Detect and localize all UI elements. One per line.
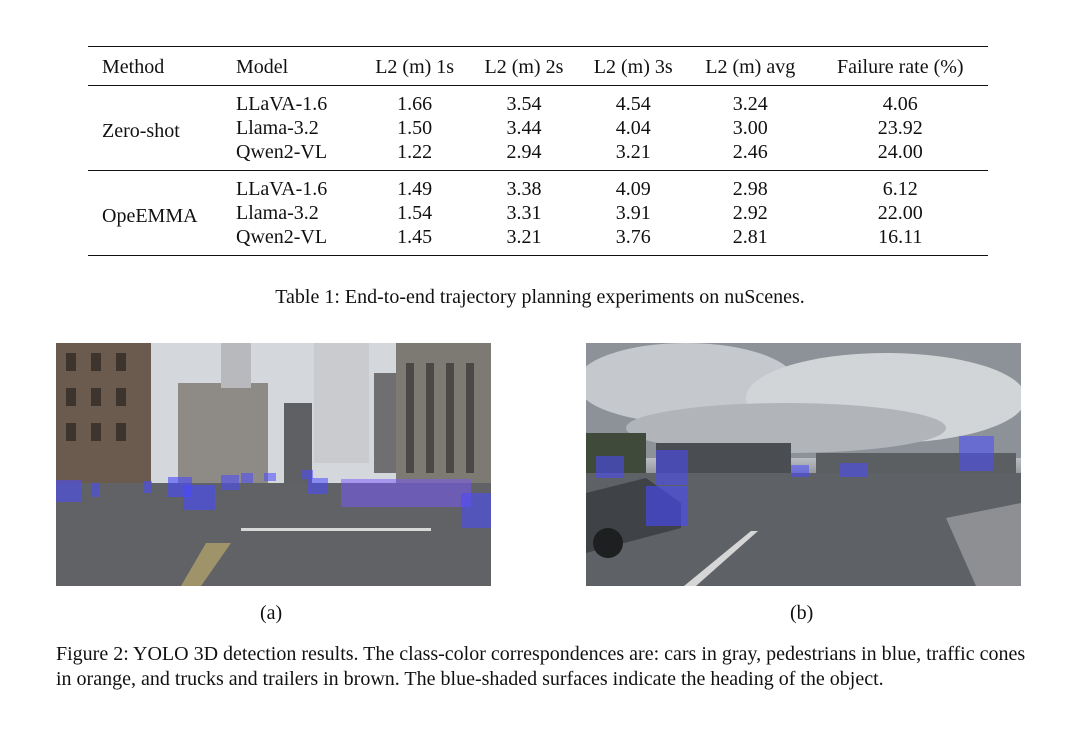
table-header-row: Method Model L2 (m) 1s L2 (m) 2s L2 (m) … <box>88 46 988 86</box>
results-table: Method Model L2 (m) 1s L2 (m) 2s L2 (m) … <box>88 46 988 256</box>
table-row: Llama-3.2 1.54 3.31 3.91 2.92 22.00 <box>88 201 988 225</box>
value-cell: 3.76 <box>615 226 651 248</box>
value-cell: 2.92 <box>732 202 768 224</box>
value-cell: 3.38 <box>506 178 542 200</box>
detection-photo-a <box>56 343 491 586</box>
value-cell: 2.46 <box>732 141 768 163</box>
value-cell: 3.91 <box>615 202 651 224</box>
model-cell: Qwen2-VL <box>236 141 328 163</box>
table-row: Qwen2-VL 1.45 3.21 3.76 2.81 16.11 <box>88 225 988 256</box>
value-cell: 1.54 <box>397 202 433 224</box>
value-cell: 3.44 <box>506 117 542 139</box>
header-model: Model <box>236 56 289 78</box>
table-row: Zero-shot LLaVA-1.6 1.66 3.54 4.54 3.24 … <box>88 86 988 142</box>
value-cell: 3.54 <box>506 93 542 115</box>
table-row: Llama-3.2 1.50 3.44 4.04 3.00 23.92 <box>88 116 988 140</box>
header-failure-rate: Failure rate (%) <box>836 56 964 78</box>
header-l2-3s: L2 (m) 3s <box>593 56 673 78</box>
value-cell: 2.81 <box>732 226 768 248</box>
value-cell: 24.00 <box>877 141 923 163</box>
detection-photo-b <box>586 343 1021 586</box>
value-cell: 3.21 <box>615 141 651 163</box>
model-cell: Qwen2-VL <box>236 226 328 248</box>
group-opeemma: OpeEMMA LLaVA-1.6 1.49 3.38 4.09 2.98 6.… <box>88 170 988 256</box>
header-method: Method <box>102 56 165 78</box>
header-l2-avg: L2 (m) avg <box>705 56 796 78</box>
value-cell: 1.45 <box>397 226 433 248</box>
model-cell: Llama-3.2 <box>236 117 319 139</box>
value-cell: 6.12 <box>882 178 918 200</box>
figure-caption: Figure 2: YOLO 3D detection results. The… <box>56 643 1026 690</box>
value-cell: 3.00 <box>732 117 768 139</box>
value-cell: 3.24 <box>732 93 768 115</box>
subfigure-label-a: (a) <box>260 602 283 624</box>
header-l2-1s: L2 (m) 1s <box>375 56 455 78</box>
value-cell: 1.22 <box>397 141 433 163</box>
value-cell: 4.06 <box>882 93 918 115</box>
street-scene-a <box>56 343 491 586</box>
value-cell: 1.66 <box>397 93 433 115</box>
value-cell: 16.11 <box>878 226 923 248</box>
model-cell: Llama-3.2 <box>236 202 319 224</box>
value-cell: 2.98 <box>732 178 768 200</box>
value-cell: 4.54 <box>615 93 651 115</box>
header-l2-2s: L2 (m) 2s <box>484 56 564 78</box>
model-cell: LLaVA-1.6 <box>236 178 328 200</box>
subfigure-label-b: (b) <box>790 602 814 624</box>
value-cell: 4.04 <box>615 117 651 139</box>
group-zero-shot: Zero-shot LLaVA-1.6 1.66 3.54 4.54 3.24 … <box>88 86 988 171</box>
value-cell: 2.94 <box>506 141 542 163</box>
method-cell: Zero-shot <box>102 120 180 142</box>
street-scene-b <box>586 343 1021 586</box>
model-cell: LLaVA-1.6 <box>236 93 328 115</box>
value-cell: 1.50 <box>397 117 433 139</box>
value-cell: 3.21 <box>506 226 542 248</box>
value-cell: 22.00 <box>877 202 923 224</box>
table-row: Qwen2-VL 1.22 2.94 3.21 2.46 24.00 <box>88 140 988 171</box>
method-cell: OpeEMMA <box>102 205 198 227</box>
value-cell: 3.31 <box>506 202 542 224</box>
table-caption: Table 1: End-to-end trajectory planning … <box>275 286 805 308</box>
value-cell: 4.09 <box>615 178 651 200</box>
table-row: OpeEMMA LLaVA-1.6 1.49 3.38 4.09 2.98 6.… <box>88 171 988 227</box>
value-cell: 23.92 <box>877 117 923 139</box>
value-cell: 1.49 <box>397 178 433 200</box>
